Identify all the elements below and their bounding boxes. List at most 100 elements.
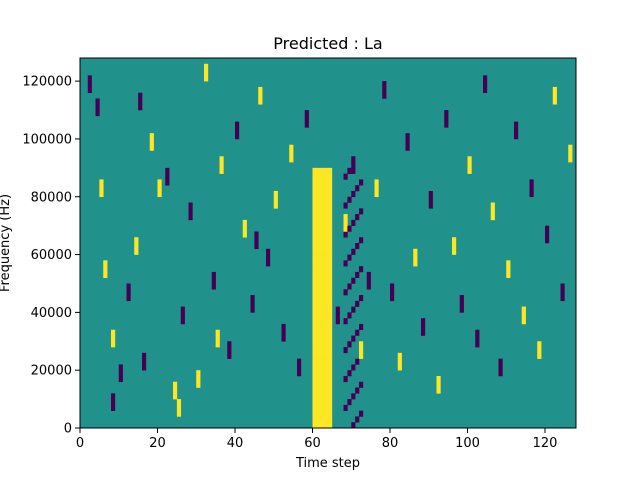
heatmap-cell bbox=[316, 399, 321, 406]
heatmap-cell bbox=[320, 312, 325, 319]
heatmap-cell bbox=[312, 289, 317, 296]
heatmap-cell bbox=[180, 318, 185, 325]
heatmap-cell bbox=[328, 410, 333, 417]
heatmap-cell bbox=[324, 202, 329, 209]
heatmap-cell bbox=[390, 283, 395, 290]
heatmap-cell bbox=[320, 167, 325, 174]
heatmap-cell bbox=[320, 410, 325, 417]
heatmap-cell bbox=[312, 329, 317, 336]
heatmap-cell bbox=[328, 208, 333, 215]
y-tick-label: 0 bbox=[64, 422, 72, 437]
chart-title: Predicted : La bbox=[273, 34, 382, 53]
heatmap-cell bbox=[483, 81, 488, 88]
heatmap-cell bbox=[316, 404, 321, 411]
heatmap-cell bbox=[328, 214, 333, 221]
heatmap-cell bbox=[351, 167, 356, 174]
heatmap-cell bbox=[324, 167, 329, 174]
heatmap-cell bbox=[436, 375, 441, 383]
heatmap-cell bbox=[111, 341, 116, 348]
heatmap-cell bbox=[568, 144, 573, 151]
heatmap-cell bbox=[320, 375, 325, 383]
heatmap-cell bbox=[382, 86, 387, 93]
heatmap-cell bbox=[324, 283, 329, 290]
heatmap-cell bbox=[235, 127, 240, 134]
heatmap-cell bbox=[351, 422, 356, 429]
heatmap-cell bbox=[320, 243, 325, 250]
heatmap-cell bbox=[320, 404, 325, 411]
heatmap-cell bbox=[359, 381, 364, 388]
heatmap-cell bbox=[324, 208, 329, 215]
heatmap-cell bbox=[250, 306, 255, 313]
heatmap-cell bbox=[343, 225, 348, 232]
heatmap-cell bbox=[242, 231, 247, 238]
heatmap-cell bbox=[316, 295, 321, 302]
heatmap-cell bbox=[312, 254, 317, 261]
heatmap-cell bbox=[320, 248, 325, 255]
heatmap-cell bbox=[355, 185, 360, 192]
heatmap-cell bbox=[444, 110, 449, 117]
heatmap-cell bbox=[111, 404, 116, 411]
heatmap-cell bbox=[560, 289, 565, 296]
heatmap-cell bbox=[316, 214, 321, 221]
heatmap-cell bbox=[347, 254, 352, 261]
heatmap-cell bbox=[328, 358, 333, 365]
heatmap-cell bbox=[320, 173, 325, 180]
heatmap-cell bbox=[316, 243, 321, 250]
heatmap-cell bbox=[312, 370, 317, 377]
heatmap-cell bbox=[351, 393, 356, 400]
heatmap-cell bbox=[483, 75, 488, 82]
heatmap-cell bbox=[273, 196, 278, 203]
heatmap-cell bbox=[176, 404, 182, 411]
heatmap-cell bbox=[324, 196, 329, 203]
heatmap-cell bbox=[328, 352, 333, 359]
heatmap-cell bbox=[316, 341, 321, 348]
heatmap-cell bbox=[475, 341, 480, 348]
heatmap-cell bbox=[320, 352, 325, 359]
heatmap-cell bbox=[312, 248, 317, 255]
heatmap-cell bbox=[328, 283, 333, 290]
heatmap-cell bbox=[560, 283, 565, 290]
heatmap-cell bbox=[312, 318, 317, 325]
heatmap-cell bbox=[343, 202, 348, 209]
heatmap-cell bbox=[320, 190, 325, 198]
heatmap-cell bbox=[452, 248, 457, 255]
heatmap-cell bbox=[289, 150, 294, 157]
heatmap-cell bbox=[452, 243, 457, 250]
heatmap-cell bbox=[316, 393, 321, 400]
heatmap-cell bbox=[506, 271, 511, 278]
heatmap-cell bbox=[366, 271, 371, 278]
heatmap-cell bbox=[312, 335, 317, 342]
heatmap-cell bbox=[568, 150, 573, 157]
heatmap-cell bbox=[304, 115, 309, 122]
heatmap-cell bbox=[316, 231, 321, 238]
heatmap-cell bbox=[320, 179, 325, 186]
heatmap-cell bbox=[328, 289, 333, 296]
heatmap-cell bbox=[204, 69, 209, 76]
heatmap-cell bbox=[320, 271, 325, 278]
heatmap-cell bbox=[459, 306, 464, 313]
heatmap-cell bbox=[328, 341, 333, 348]
heatmap-cell bbox=[324, 306, 329, 313]
heatmap-cell bbox=[328, 202, 333, 209]
heatmap-cell bbox=[347, 283, 352, 290]
heatmap-cell bbox=[165, 173, 170, 180]
heatmap-cell bbox=[355, 214, 360, 221]
heatmap-cell bbox=[328, 422, 333, 429]
heatmap-cell bbox=[467, 162, 472, 169]
heatmap-cell bbox=[390, 295, 395, 302]
x-tick-label: 100 bbox=[455, 436, 480, 451]
heatmap-cell bbox=[324, 404, 329, 411]
heatmap-cell bbox=[266, 260, 271, 267]
heatmap-cell bbox=[281, 329, 286, 336]
heatmap-cell bbox=[312, 300, 317, 307]
heatmap-cell bbox=[312, 214, 317, 221]
heatmap-cell bbox=[366, 277, 371, 284]
heatmap-cell bbox=[359, 208, 364, 215]
heatmap-cell bbox=[312, 167, 317, 174]
heatmap-cell bbox=[328, 243, 333, 250]
heatmap-cell bbox=[320, 306, 325, 313]
heatmap-cell bbox=[196, 370, 201, 377]
heatmap-cell bbox=[312, 283, 317, 290]
heatmap-cell bbox=[219, 167, 224, 174]
